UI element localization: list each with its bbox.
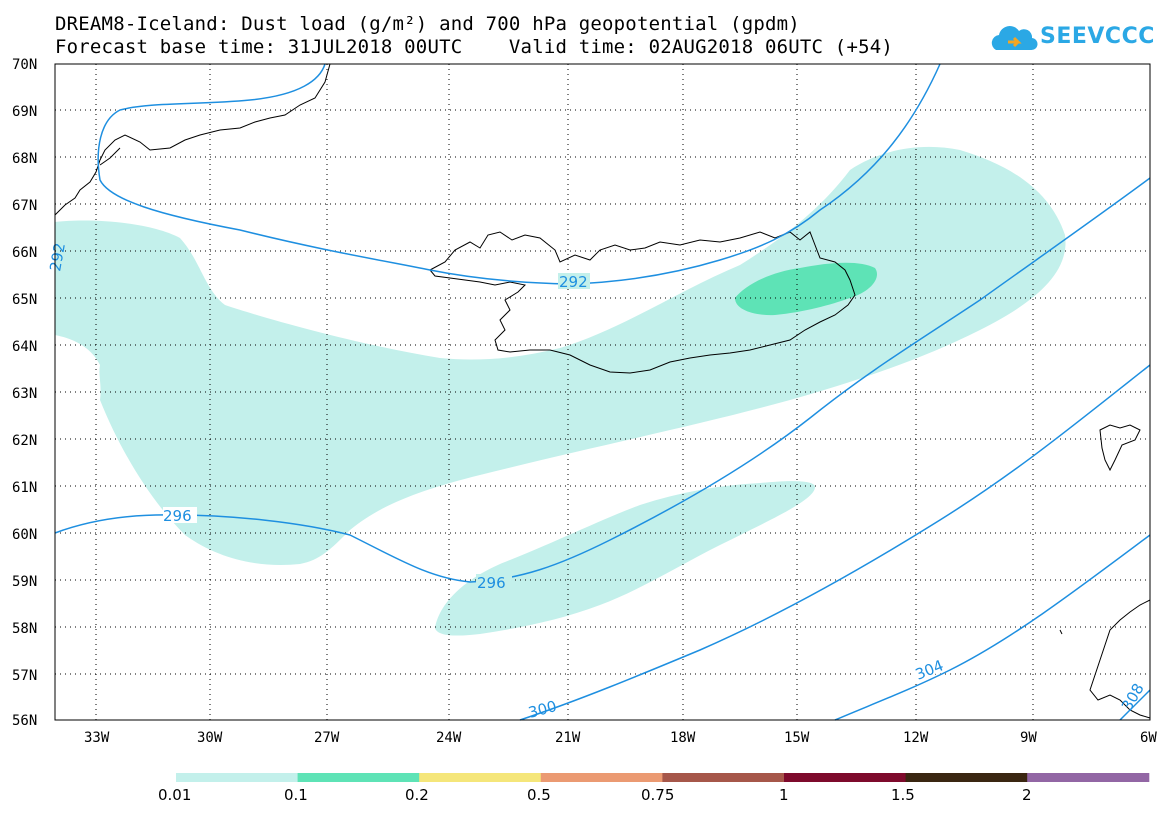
lon-label: 18W [670,730,696,746]
contour-label: 292 [559,273,588,291]
longitude-labels: 33W 30W 27W 24W 21W 18W 15W 12W 9W 6W [84,730,1157,746]
colorbar-segment [176,773,299,782]
cloud-icon [991,26,1038,51]
colorbar-segment [905,773,1028,782]
map-frame [54,63,1151,721]
lon-label: 21W [555,730,581,746]
colorbar-label: 1 [779,786,789,804]
logo-text: SEEVCCC [1040,24,1155,49]
colorbar-label: 2 [1022,786,1032,804]
contour-296-a [54,177,1151,583]
lon-label: 30W [197,730,223,746]
lat-label: 61N [12,480,37,496]
colorbar-segment [540,773,663,782]
dust-area-0.1 [735,262,878,316]
lat-label: 68N [12,151,37,167]
colorbar-segment [662,773,785,782]
lon-label: 9W [1020,730,1037,746]
latitude-labels: 70N 69N 68N 67N 66N 65N 64N 63N 62N 61N … [12,57,37,729]
contour-labels: 292 292 296 296 300 304 308 [46,241,1148,722]
colorbar-label: 0.01 [158,786,192,804]
contour-308 [1119,689,1151,721]
lat-label: 59N [12,574,37,590]
lat-label: 64N [12,339,37,355]
lat-label: 63N [12,386,37,402]
lon-label: 15W [784,730,810,746]
lat-label: 57N [12,668,37,684]
lat-label: 69N [12,104,37,120]
lat-label: 66N [12,245,37,261]
colorbar-segment [784,773,907,782]
lat-label: 56N [12,713,37,729]
lat-label: 62N [12,433,37,449]
colorbar-segment [419,773,542,782]
colorbar-label: 1.5 [891,786,915,804]
colorbar-label: 0.2 [405,786,429,804]
contour-label: 296 [477,574,506,592]
lon-label: 24W [436,730,462,746]
colorbar-segment [297,773,420,782]
contour-label: 300 [526,697,558,722]
coastline [54,63,1151,719]
dust-area-0.01 [55,146,1066,636]
colorbar-label: 0.1 [284,786,308,804]
lon-label: 12W [903,730,929,746]
contour-304 [834,534,1151,721]
colorbar-label: 0.75 [641,786,675,804]
colorbar-segment [1027,773,1150,782]
colorbar [176,773,1150,782]
lon-label: 6W [1140,730,1157,746]
iceland-coast [429,231,856,374]
chart-subtitle: Forecast base time: 31JUL2018 00UTC Vali… [55,36,894,58]
lat-label: 70N [12,57,37,73]
geopotential-contours [54,63,1151,721]
lat-label: 58N [12,621,37,637]
contour-label: 292 [46,241,69,272]
lat-label: 60N [12,527,37,543]
lat-label: 67N [12,198,37,214]
contour-292-a [97,63,941,285]
colorbar-label: 0.5 [527,786,551,804]
contour-label: 296 [163,507,192,525]
contour-300 [519,364,1151,721]
lat-label: 65N [12,292,37,308]
chart-title: DREAM8-Iceland: Dust load (g/m²) and 700… [55,13,800,35]
lon-label: 27W [314,730,340,746]
lon-label: 33W [84,730,110,746]
